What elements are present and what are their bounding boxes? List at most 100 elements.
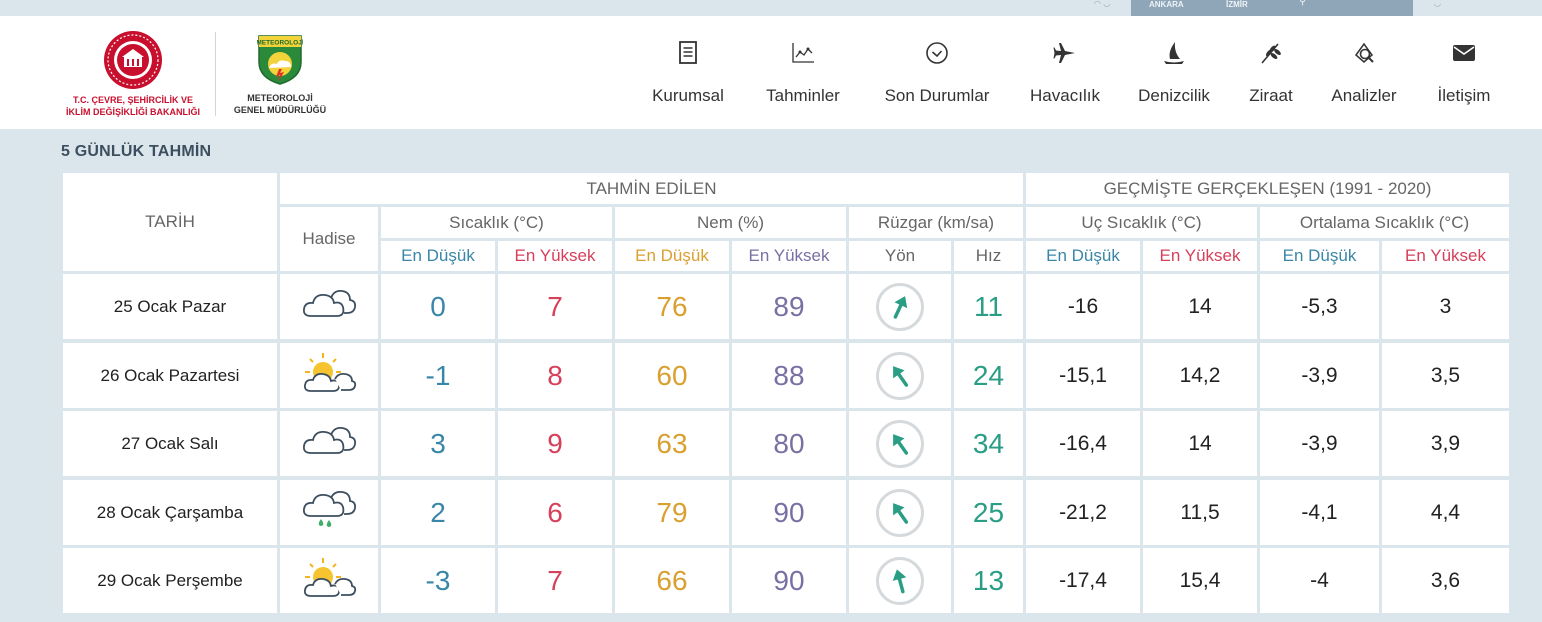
city-link-izmir[interactable]: İZMİR (1226, 0, 1248, 9)
sailboat-icon (1164, 42, 1184, 64)
wind-arrow-icon (893, 433, 909, 455)
header-avg-max: En Yüksek (1382, 241, 1509, 271)
wind-arrow-icon (893, 502, 909, 524)
header-avg-temp: Ortalama Sıcaklık (°C) (1260, 207, 1509, 238)
nav-item-tahminler[interactable]: Tahminler (761, 40, 845, 110)
cell-extreme-max: 14,2 (1143, 343, 1257, 408)
cell-wind-speed: 25 (954, 480, 1023, 545)
forecast-table: TARİH TAHMİN EDİLEN GEÇMİŞTE GERÇEKLEŞEN… (60, 170, 1512, 622)
header-avg-min: En Düşük (1260, 241, 1379, 271)
cell-phenomenon (280, 274, 378, 339)
header-humidity-max: En Yüksek (732, 241, 846, 271)
chart-icon (792, 43, 814, 63)
mgm-logo[interactable]: METEOROLOJİ METEOROLOJİ GENEL MÜDÜRLÜĞÜ (226, 34, 334, 120)
cell-avg-max: 4,4 (1382, 480, 1509, 545)
cell-avg-max: 3,6 (1382, 548, 1509, 613)
nav-label: İletişim (1437, 86, 1491, 105)
header-forecast: TAHMİN EDİLEN (280, 173, 1023, 204)
nav-item-analizler[interactable]: Analizler (1328, 40, 1400, 110)
cell-wind-speed: 34 (954, 411, 1023, 476)
cell-date: 28 Ocak Çarşamba (63, 480, 277, 545)
site-header: T.C. ÇEVRE, ŞEHİRCİLİK VE İKLİM DEĞİŞİKL… (0, 16, 1542, 129)
wheat-icon (1261, 43, 1281, 64)
wind-direction-dial (876, 282, 924, 331)
cell-wind-direction (849, 548, 951, 613)
cell-wind-speed: 13 (954, 548, 1023, 613)
cell-humidity-max: 80 (732, 411, 846, 476)
nav-item-ziraat[interactable]: Ziraat (1246, 40, 1296, 110)
city-link-ankara[interactable]: ANKARA (1149, 0, 1184, 9)
cloudy-icon (301, 423, 357, 464)
header-temperature: Sıcaklık (°C) (381, 207, 612, 238)
cell-extreme-min: -16,4 (1026, 411, 1140, 476)
cell-wind-direction (849, 411, 951, 476)
top-left-icon[interactable]: ◠ ◡ (1094, 0, 1111, 8)
cell-extreme-max: 14 (1143, 411, 1257, 476)
cell-temp-min: -3 (381, 548, 495, 613)
ministry-seal-icon (104, 31, 162, 89)
ministry-name-line2: İKLİM DEĞİŞİKLİĞİ BAKANLIĞI (66, 107, 200, 117)
cell-phenomenon (280, 548, 378, 613)
header-phenomenon: Hadise (280, 207, 378, 271)
wind-direction-dial (876, 351, 924, 400)
cell-wind-direction (849, 343, 951, 408)
cell-avg-max: 3,5 (1382, 343, 1509, 408)
ministry-logo[interactable]: T.C. ÇEVRE, ŞEHİRCİLİK VE İKLİM DEĞİŞİKL… (60, 30, 206, 122)
cell-temp-max: 9 (498, 411, 612, 476)
header-humidity: Nem (%) (615, 207, 846, 238)
header-wind-speed: Hız (954, 241, 1023, 271)
envelope-icon (1453, 45, 1475, 61)
nav-label: Denizcilik (1138, 86, 1210, 105)
analysis-icon (1354, 42, 1374, 63)
section-title: 5 GÜNLÜK TAHMİN (61, 143, 212, 160)
rain-icon (301, 490, 357, 535)
cell-temp-max: 7 (498, 548, 612, 613)
cell-humidity-min: 76 (615, 274, 729, 339)
header-date: TARİH (63, 173, 277, 271)
cell-avg-max: 3 (1382, 274, 1509, 339)
mgm-name-line1: METEOROLOJİ (247, 93, 313, 103)
cell-avg-max: 3,9 (1382, 411, 1509, 476)
cell-avg-min: -5,3 (1260, 274, 1379, 339)
cell-phenomenon (280, 480, 378, 545)
cell-extreme-max: 11,5 (1143, 480, 1257, 545)
nav-label: Havacılık (1030, 86, 1100, 105)
nav-item-kurumsal[interactable]: Kurumsal (648, 40, 728, 110)
cell-wind-speed: 11 (954, 274, 1023, 339)
header-temp-min: En Düşük (381, 241, 495, 271)
wind-arrow-icon (893, 295, 908, 319)
top-right-icon[interactable]: ◡ (1434, 0, 1441, 8)
cell-temp-min: -1 (381, 343, 495, 408)
cell-temp-max: 7 (498, 274, 612, 339)
cell-extreme-min: -15,1 (1026, 343, 1140, 408)
header-humidity-min: En Düşük (615, 241, 729, 271)
top-strip: ◠ ◡ ANKARA İZMİR ⚲ ◡ (0, 0, 1542, 16)
cell-date: 27 Ocak Salı (63, 411, 277, 476)
wind-direction-dial (876, 419, 924, 468)
nav-item-havacilik[interactable]: Havacılık (1028, 40, 1102, 110)
mgm-shield-icon: METEOROLOJİ (257, 35, 303, 85)
cell-phenomenon (280, 343, 378, 408)
nav-item-denizcilik[interactable]: Denizcilik (1135, 40, 1213, 110)
cell-wind-speed: 24 (954, 343, 1023, 408)
cell-humidity-max: 90 (732, 548, 846, 613)
cell-wind-direction (849, 480, 951, 545)
cell-humidity-min: 79 (615, 480, 729, 545)
nav-item-iletisim[interactable]: İletişim (1432, 40, 1496, 110)
nav-label: Son Durumlar (884, 86, 990, 105)
cell-avg-min: -3,9 (1260, 411, 1379, 476)
airplane-icon (1053, 43, 1075, 63)
ministry-name-line1: T.C. ÇEVRE, ŞEHİRCİLİK VE (72, 95, 194, 105)
location-pin-icon[interactable]: ⚲ (1299, 0, 1307, 7)
nav-item-son-durumlar[interactable]: Son Durumlar (879, 40, 995, 110)
cell-humidity-min: 60 (615, 343, 729, 408)
check-circle-icon (926, 42, 948, 64)
cell-date: 26 Ocak Pazartesi (63, 343, 277, 408)
header-extreme-temp: Uç Sıcaklık (°C) (1026, 207, 1257, 238)
cell-wind-direction (849, 274, 951, 339)
header-temp-max: En Yüksek (498, 241, 612, 271)
city-shortcuts: ANKARA İZMİR ⚲ (1131, 0, 1413, 16)
cell-extreme-min: -21,2 (1026, 480, 1140, 545)
partly-cloudy-icon (301, 351, 357, 400)
mgm-badge-text: METEOROLOJİ (257, 39, 303, 47)
